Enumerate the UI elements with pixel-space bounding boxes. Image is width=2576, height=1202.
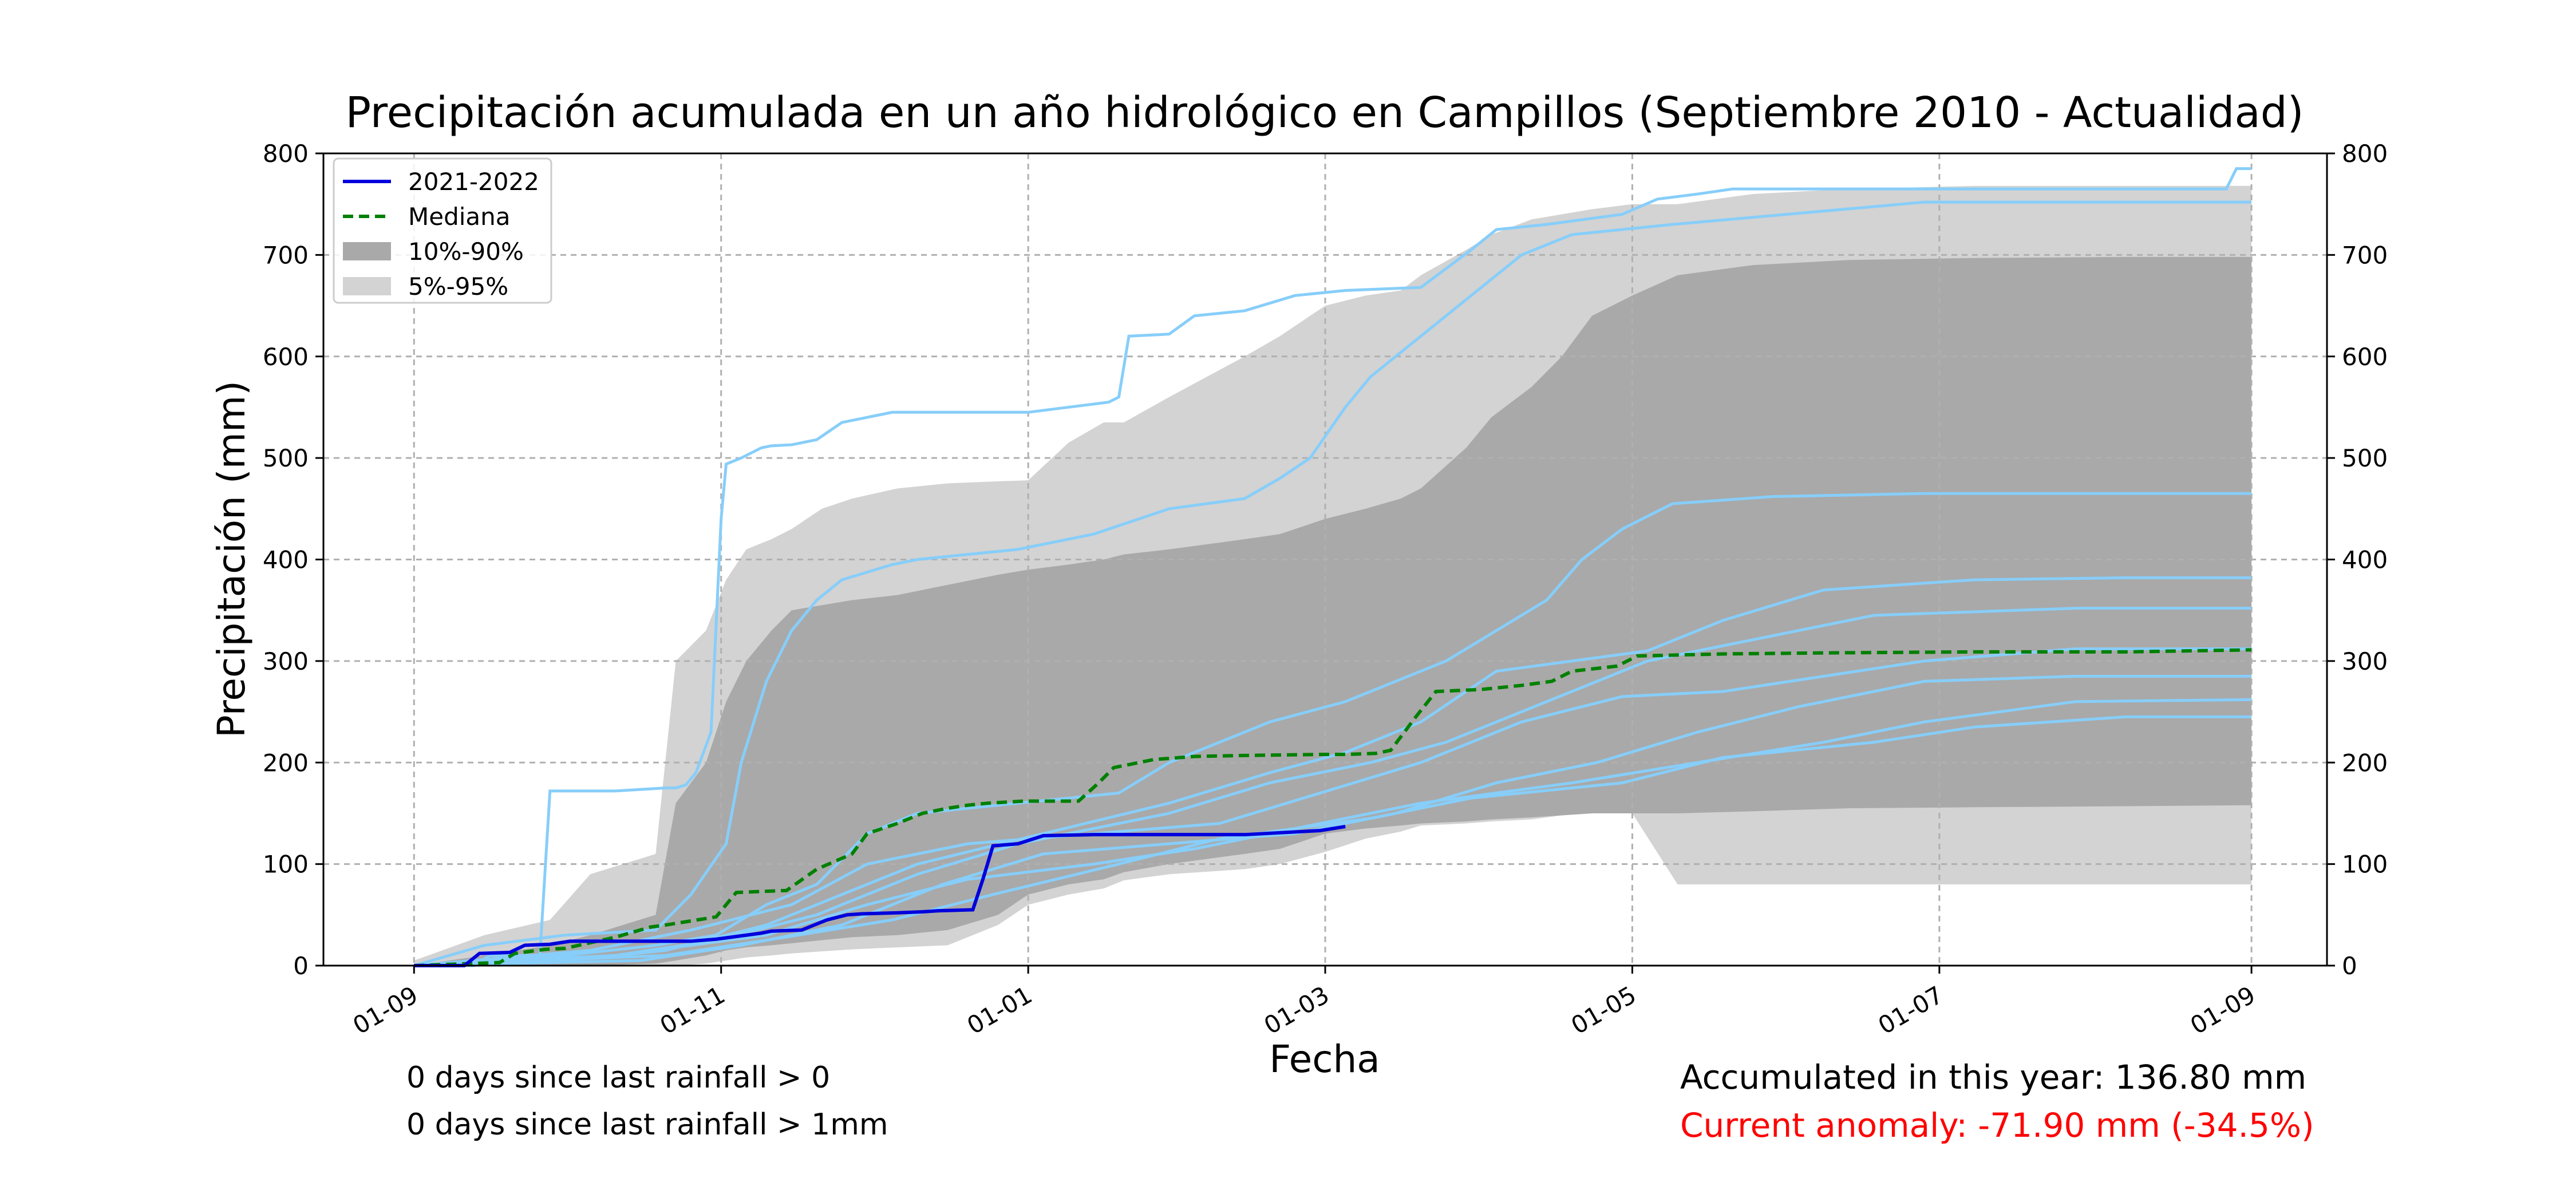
x-axis-label: Fecha xyxy=(1269,1037,1380,1081)
historical-series-line xyxy=(414,607,2252,967)
y-tick-label-right: 600 xyxy=(2342,343,2388,371)
y-tick-label-right: 100 xyxy=(2342,851,2388,879)
chart-title: Precipitación acumulada en un año hidrol… xyxy=(345,88,2304,137)
legend-label: Mediana xyxy=(408,203,511,231)
x-tick-label: 01-07 xyxy=(1874,980,1948,1039)
y-tick-label-left: 0 xyxy=(293,952,309,980)
y-tick-label-right: 300 xyxy=(2342,647,2388,675)
legend-entry: Mediana xyxy=(343,203,511,231)
accumulated-total: Accumulated in this year: 136.80 mm xyxy=(1680,1058,2307,1097)
legend-label: 2021-2022 xyxy=(408,168,539,196)
days-since-rain-gt0: 0 days since last rainfall > 0 xyxy=(406,1061,831,1095)
historical-series-line xyxy=(414,715,2252,967)
historical-series-line xyxy=(414,576,2252,967)
x-tick-label: 01-03 xyxy=(1259,980,1334,1039)
historical-series-line xyxy=(414,167,2252,967)
legend-entry: 10%-90% xyxy=(343,238,524,266)
historical-series-line xyxy=(414,647,2252,967)
x-tick-label: 01-09 xyxy=(348,980,422,1039)
y-tick-label-right: 800 xyxy=(2342,140,2388,168)
median-line xyxy=(414,648,2252,967)
accumulation-info: Accumulated in this year: 136.80 mm Curr… xyxy=(1680,1053,2314,1149)
legend-entry: 5%-95% xyxy=(343,272,508,300)
y-axis-label: Precipitación (mm) xyxy=(210,381,254,738)
legend-label: 5%-95% xyxy=(408,272,508,300)
y-tick-label-left: 700 xyxy=(263,241,309,269)
band-10-90 xyxy=(414,256,2252,966)
y-tick-label-left: 100 xyxy=(263,851,309,879)
y-tick-label-left: 400 xyxy=(263,546,309,574)
y-tick-label-left: 200 xyxy=(263,749,309,777)
y-tick-label-right: 400 xyxy=(2342,546,2388,574)
days-since-rain-gt1: 0 days since last rainfall > 1mm xyxy=(406,1108,888,1142)
rainfall-days-info: 0 days since last rainfall > 0 0 days si… xyxy=(406,1054,888,1148)
legend-entry: 2021-2022 xyxy=(343,168,539,196)
x-tick-label: 01-01 xyxy=(962,980,1037,1039)
y-tick-label-right: 700 xyxy=(2342,241,2388,269)
historical-series-line xyxy=(414,698,2252,967)
x-tick-label: 01-11 xyxy=(655,980,730,1039)
y-tick-label-right: 200 xyxy=(2342,749,2388,777)
y-tick-label-left: 800 xyxy=(263,140,309,168)
legend-swatch xyxy=(343,277,391,295)
y-tick-label-left: 500 xyxy=(263,444,309,472)
legend-swatch xyxy=(343,242,391,260)
current-year-line xyxy=(414,825,1346,967)
y-tick-label-right: 500 xyxy=(2342,444,2388,472)
x-tick-label: 01-09 xyxy=(2186,980,2260,1039)
y-tick-label-left: 600 xyxy=(263,343,309,371)
current-anomaly: Current anomaly: -71.90 mm (-34.5%) xyxy=(1680,1106,2314,1145)
x-tick-label: 01-05 xyxy=(1566,980,1641,1039)
legend-box xyxy=(333,157,552,304)
y-tick-label-left: 300 xyxy=(263,647,309,675)
y-tick-label-right: 0 xyxy=(2342,952,2357,980)
historical-series-line xyxy=(413,200,2252,967)
legend-label: 10%-90% xyxy=(408,238,524,266)
